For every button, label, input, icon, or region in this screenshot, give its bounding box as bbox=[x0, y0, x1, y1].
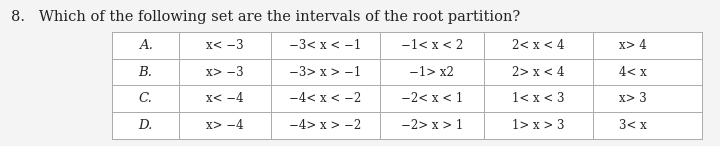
Text: x< −3: x< −3 bbox=[207, 39, 244, 52]
Text: A.: A. bbox=[139, 39, 153, 52]
Text: −4> x > −2: −4> x > −2 bbox=[289, 119, 361, 132]
Text: 2< x < 4: 2< x < 4 bbox=[512, 39, 564, 52]
Text: x> −4: x> −4 bbox=[207, 119, 244, 132]
Text: 1< x < 3: 1< x < 3 bbox=[512, 92, 564, 105]
Text: 3< x: 3< x bbox=[618, 119, 647, 132]
Text: D.: D. bbox=[138, 119, 153, 132]
Text: −4< x < −2: −4< x < −2 bbox=[289, 92, 361, 105]
Text: −1> x2: −1> x2 bbox=[410, 66, 454, 79]
Text: −3> x > −1: −3> x > −1 bbox=[289, 66, 361, 79]
Text: −2< x < 1: −2< x < 1 bbox=[401, 92, 463, 105]
Text: 1> x > 3: 1> x > 3 bbox=[512, 119, 564, 132]
Text: −3< x < −1: −3< x < −1 bbox=[289, 39, 361, 52]
Text: C.: C. bbox=[139, 92, 153, 105]
Text: x> −3: x> −3 bbox=[207, 66, 244, 79]
Text: 2> x < 4: 2> x < 4 bbox=[512, 66, 564, 79]
Text: 8.   Which of the following set are the intervals of the root partition?: 8. Which of the following set are the in… bbox=[11, 10, 520, 24]
Text: 4< x: 4< x bbox=[618, 66, 647, 79]
Text: −2> x > 1: −2> x > 1 bbox=[401, 119, 463, 132]
Text: −1< x < 2: −1< x < 2 bbox=[401, 39, 463, 52]
Text: B.: B. bbox=[138, 66, 153, 79]
Text: x< −4: x< −4 bbox=[207, 92, 244, 105]
Text: x> 4: x> 4 bbox=[618, 39, 647, 52]
Text: x> 3: x> 3 bbox=[618, 92, 647, 105]
